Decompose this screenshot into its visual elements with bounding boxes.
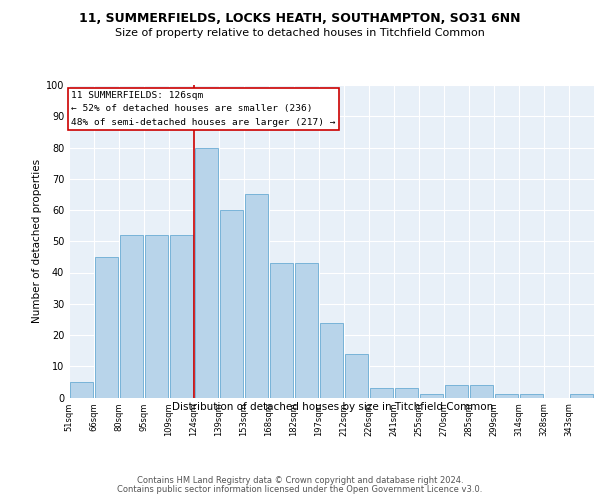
Bar (344, 354, 368, 398)
Bar (569, 394, 593, 398)
Text: Size of property relative to detached houses in Titchfield Common: Size of property relative to detached ho… (115, 28, 485, 38)
Bar (370, 388, 394, 398)
Bar (95, 257, 118, 398)
Bar (145, 235, 169, 398)
Bar (70, 382, 94, 398)
Bar (520, 394, 544, 398)
Bar (220, 210, 244, 398)
Bar (170, 235, 193, 398)
Text: 11, SUMMERFIELDS, LOCKS HEATH, SOUTHAMPTON, SO31 6NN: 11, SUMMERFIELDS, LOCKS HEATH, SOUTHAMPT… (79, 12, 521, 26)
Bar (194, 148, 218, 398)
Bar (269, 263, 293, 398)
Bar (494, 394, 518, 398)
Text: Contains HM Land Registry data © Crown copyright and database right 2024.: Contains HM Land Registry data © Crown c… (137, 476, 463, 485)
Bar (320, 322, 343, 398)
Bar (419, 394, 443, 398)
Text: Distribution of detached houses by size in Titchfield Common: Distribution of detached houses by size … (172, 402, 494, 412)
Bar (470, 385, 493, 398)
Bar (295, 263, 319, 398)
Bar (245, 194, 268, 398)
Text: 11 SUMMERFIELDS: 126sqm
← 52% of detached houses are smaller (236)
48% of semi-d: 11 SUMMERFIELDS: 126sqm ← 52% of detache… (71, 91, 335, 126)
Y-axis label: Number of detached properties: Number of detached properties (32, 159, 41, 324)
Bar (445, 385, 469, 398)
Bar (395, 388, 418, 398)
Text: Contains public sector information licensed under the Open Government Licence v3: Contains public sector information licen… (118, 484, 482, 494)
Bar (119, 235, 143, 398)
